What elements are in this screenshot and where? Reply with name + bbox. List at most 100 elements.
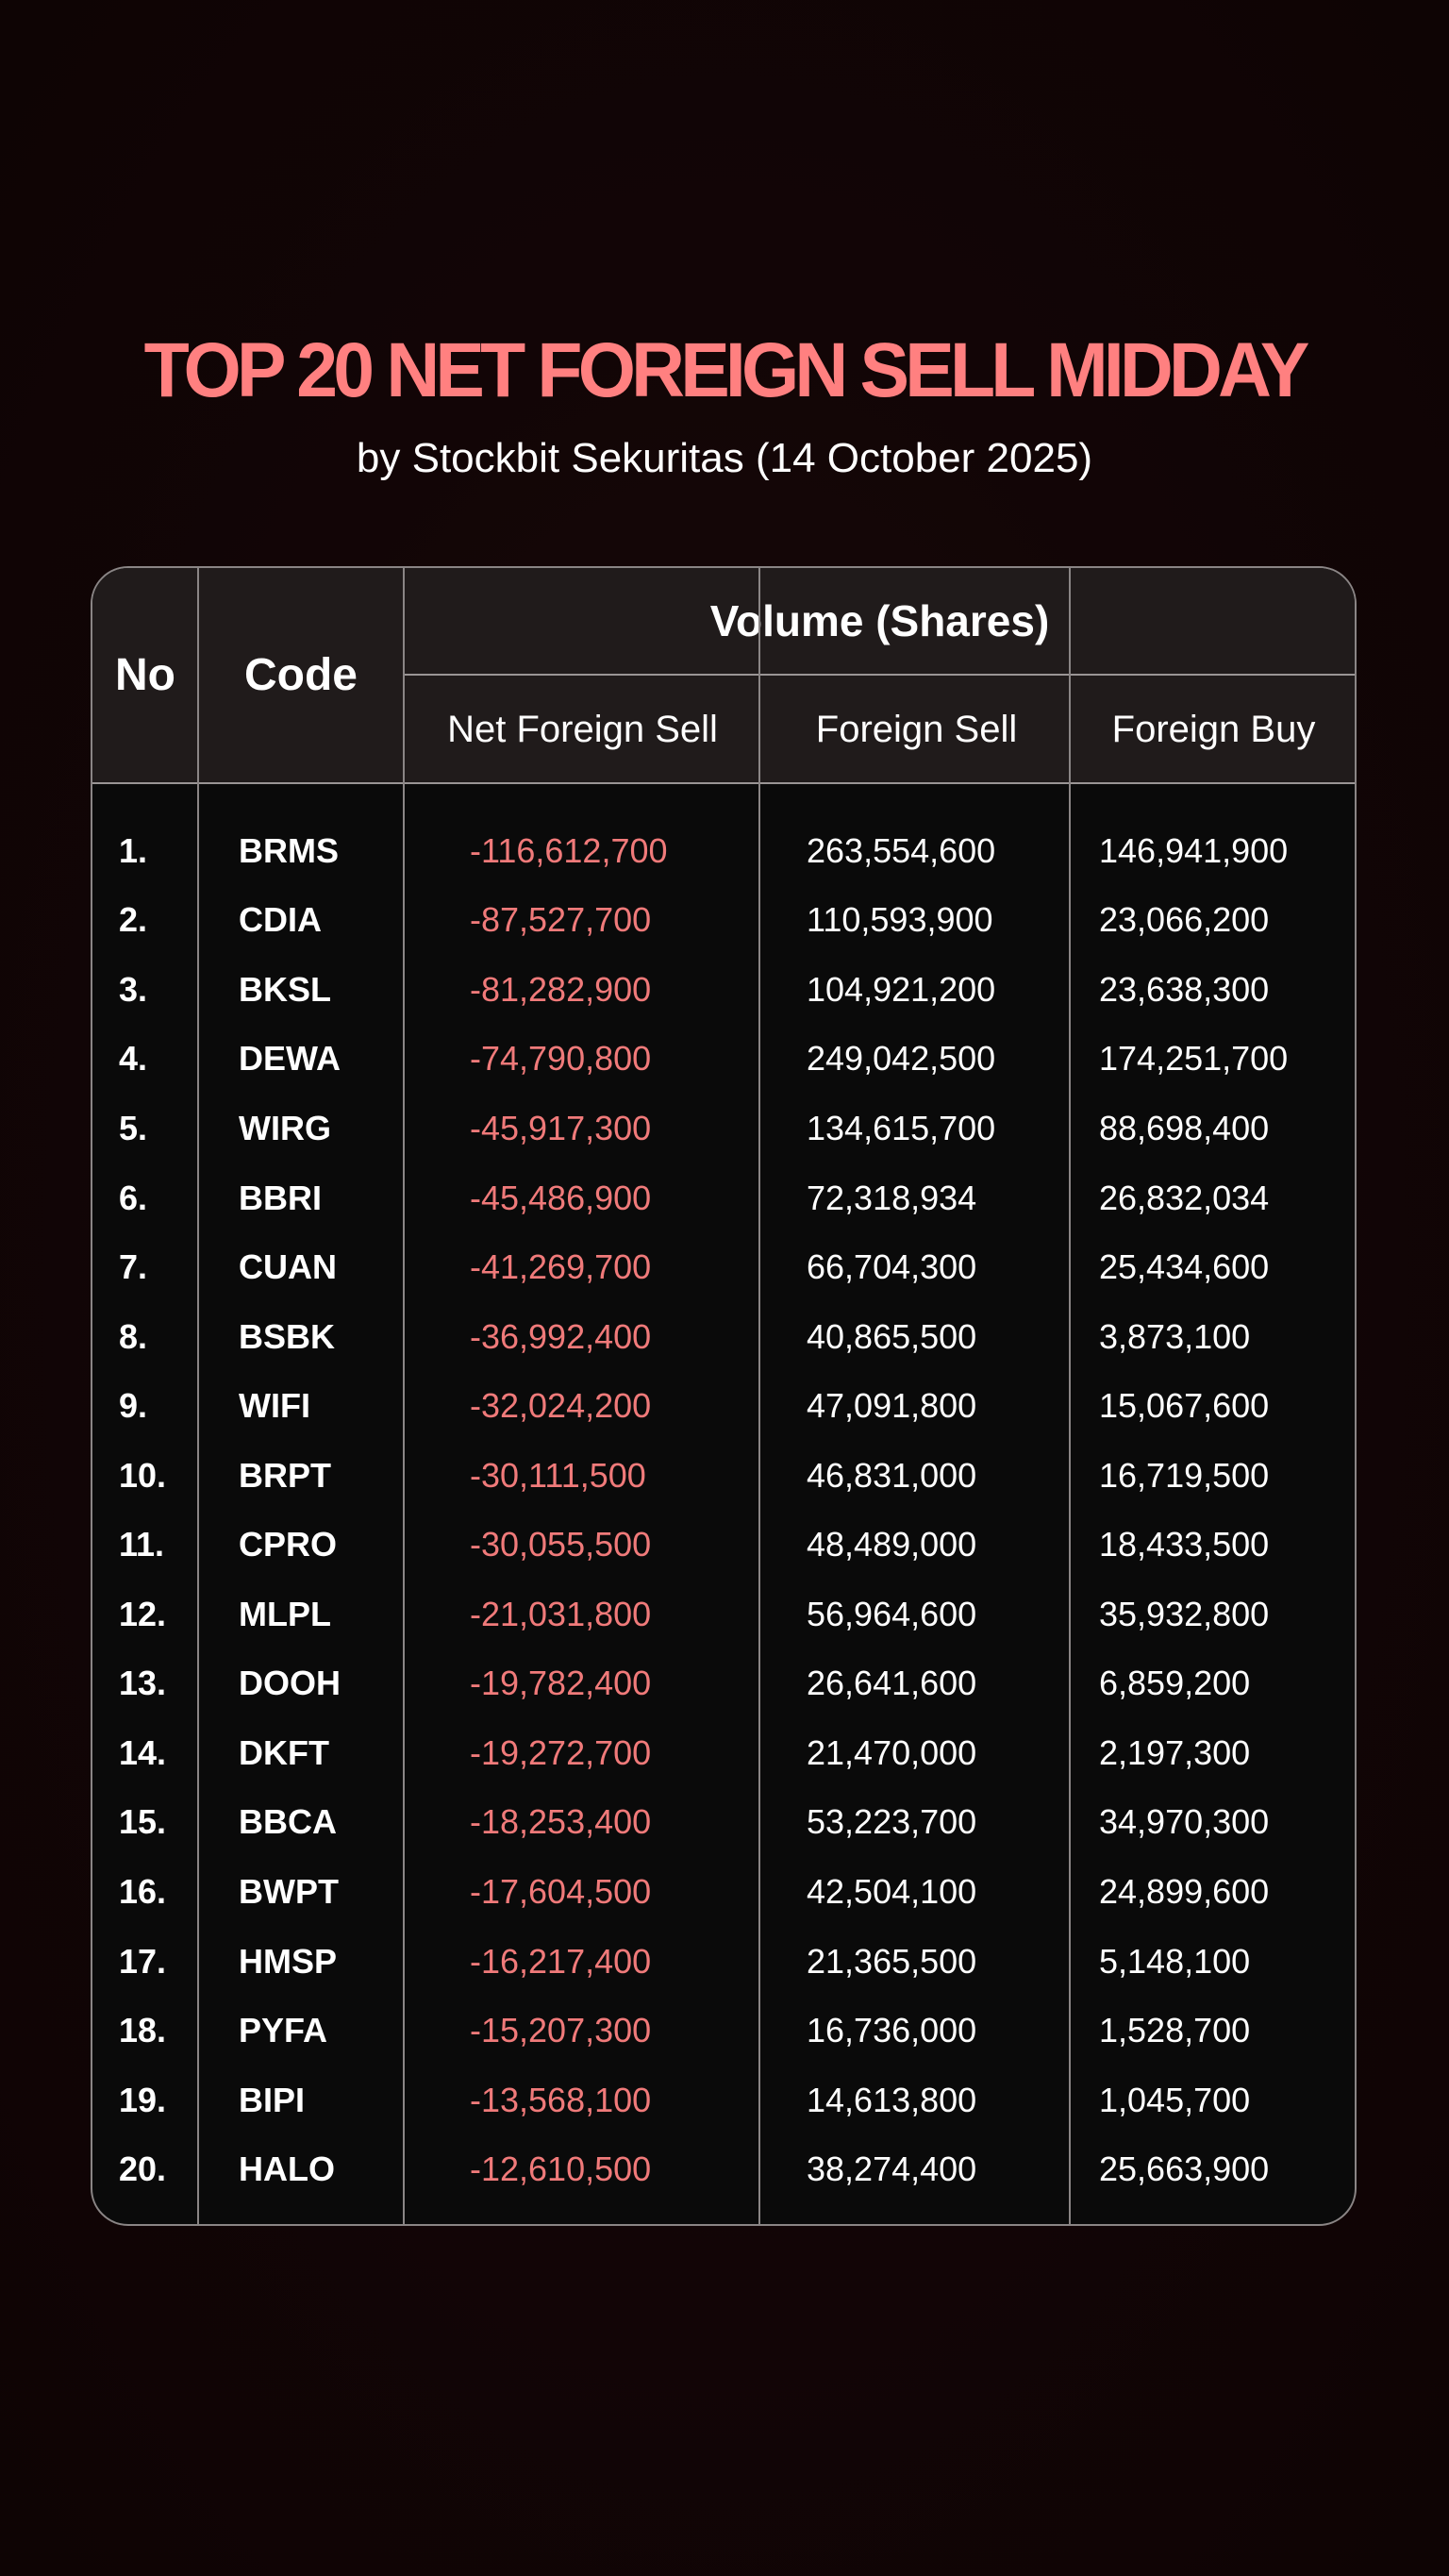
foreign-sell-value: 21,470,000 <box>807 1732 977 1772</box>
table-row: 14. DKFT -19,272,700 21,470,000 2,197,300 <box>92 1718 1355 1788</box>
row-number: 10. <box>119 1455 167 1495</box>
row-number: 13. <box>119 1664 167 1703</box>
stock-code: DKFT <box>239 1732 329 1772</box>
row-number: 18. <box>119 2011 167 2050</box>
row-number: 9. <box>119 1386 148 1426</box>
column-divider <box>197 568 199 2224</box>
foreign-buy-value: 88,698,400 <box>1099 1108 1270 1147</box>
row-number: 16. <box>119 1872 167 1912</box>
net-foreign-sell-value: -81,282,900 <box>470 969 652 1009</box>
foreign-sell-value: 249,042,500 <box>807 1039 996 1079</box>
column-divider <box>758 568 760 2224</box>
foreign-sell-value: 42,504,100 <box>807 1872 977 1912</box>
table-row: 15. BBCA -18,253,400 53,223,700 34,970,300 <box>92 1788 1355 1858</box>
stock-code: BBRI <box>239 1178 322 1217</box>
table-row: 19. BIPI -13,568,100 14,613,800 1,045,700 <box>92 2066 1355 2135</box>
stock-code: CDIA <box>239 900 322 940</box>
table-row: 10. BRPT -30,111,500 46,831,000 16,719,500 <box>92 1441 1355 1511</box>
foreign-buy-value: 3,873,100 <box>1099 1316 1251 1356</box>
net-foreign-sell-value: -19,272,700 <box>470 1732 652 1772</box>
column-header-code: Code <box>244 649 358 700</box>
net-foreign-sell-value: -13,568,100 <box>470 2080 652 2119</box>
foreign-buy-value: 1,045,700 <box>1099 2080 1251 2119</box>
foreign-sell-value: 56,964,600 <box>807 1594 977 1633</box>
foreign-buy-value: 15,067,600 <box>1099 1386 1270 1426</box>
foreign-buy-value: 25,434,600 <box>1099 1247 1270 1287</box>
column-header-foreign-sell: Foreign Sell <box>815 708 1018 750</box>
table-row: 6. BBRI -45,486,900 72,318,934 26,832,034 <box>92 1163 1355 1233</box>
table-row: 5. WIRG -45,917,300 134,615,700 88,698,400 <box>92 1094 1355 1163</box>
row-number: 19. <box>119 2080 167 2119</box>
foreign-sell-value: 263,554,600 <box>807 830 996 870</box>
table-row: 12. MLPL -21,031,800 56,964,600 35,932,800 <box>92 1580 1355 1649</box>
net-foreign-sell-table: No Code Volume (Shares) Net Foreign Sell… <box>91 566 1357 2226</box>
column-divider <box>403 568 405 2224</box>
column-header-no: No <box>115 649 175 700</box>
stock-code: BBCA <box>239 1802 337 1842</box>
table-row: 13. DOOH -19,782,400 26,641,600 6,859,200 <box>92 1649 1355 1719</box>
net-foreign-sell-value: -32,024,200 <box>470 1386 652 1426</box>
page-title: TOP 20 NET FOREIGN SELL MIDDAY <box>0 332 1449 410</box>
table-header: No Code Volume (Shares) Net Foreign Sell… <box>92 568 1355 784</box>
foreign-sell-value: 26,641,600 <box>807 1664 977 1703</box>
table-row: 4. DEWA -74,790,800 249,042,500 174,251,700 <box>92 1025 1355 1095</box>
stock-code: BIPI <box>239 2080 306 2119</box>
table-row: 17. HMSP -16,217,400 21,365,500 5,148,100 <box>92 1927 1355 1997</box>
page-title-text: TOP 20 NET FOREIGN SELL MIDDAY <box>143 327 1310 413</box>
table-row: 11. CPRO -30,055,500 48,489,000 18,433,500 <box>92 1511 1355 1581</box>
row-number: 5. <box>119 1108 148 1147</box>
stock-code: BRPT <box>239 1455 331 1495</box>
foreign-sell-value: 53,223,700 <box>807 1802 977 1842</box>
row-number: 14. <box>119 1732 167 1772</box>
stock-code: HALO <box>239 2149 335 2189</box>
row-number: 8. <box>119 1316 148 1356</box>
net-foreign-sell-value: -17,604,500 <box>470 1872 652 1912</box>
table-row: 8. BSBK -36,992,400 40,865,500 3,873,100 <box>92 1302 1355 1372</box>
net-foreign-sell-value: -19,782,400 <box>470 1664 652 1703</box>
table-row: 9. WIFI -32,024,200 47,091,800 15,067,600 <box>92 1371 1355 1441</box>
foreign-buy-value: 35,932,800 <box>1099 1594 1270 1633</box>
foreign-buy-value: 23,066,200 <box>1099 900 1270 940</box>
foreign-sell-value: 14,613,800 <box>807 2080 977 2119</box>
table-row: 1. BRMS -116,612,700 263,554,600 146,941,900 <box>92 816 1355 886</box>
net-foreign-sell-value: -30,055,500 <box>470 1525 652 1564</box>
stock-code: DOOH <box>239 1664 341 1703</box>
table-row: 20. HALO -12,610,500 38,274,400 25,663,900 <box>92 2134 1355 2204</box>
foreign-buy-value: 1,528,700 <box>1099 2011 1251 2050</box>
foreign-sell-value: 104,921,200 <box>807 969 996 1009</box>
table-row: 18. PYFA -15,207,300 16,736,000 1,528,700 <box>92 1996 1355 2066</box>
net-foreign-sell-value: -15,207,300 <box>470 2011 652 2050</box>
row-number: 15. <box>119 1802 167 1842</box>
net-foreign-sell-value: -74,790,800 <box>470 1039 652 1079</box>
table-row: 7. CUAN -41,269,700 66,704,300 25,434,600 <box>92 1232 1355 1302</box>
foreign-buy-value: 18,433,500 <box>1099 1525 1270 1564</box>
foreign-buy-value: 26,832,034 <box>1099 1178 1270 1217</box>
foreign-sell-value: 40,865,500 <box>807 1316 977 1356</box>
net-foreign-sell-value: -41,269,700 <box>470 1247 652 1287</box>
header-divider <box>403 674 1355 676</box>
row-number: 12. <box>119 1594 167 1633</box>
net-foreign-sell-value: -16,217,400 <box>470 1941 652 1981</box>
foreign-sell-value: 48,489,000 <box>807 1525 977 1564</box>
foreign-buy-value: 146,941,900 <box>1099 830 1289 870</box>
stock-code: WIRG <box>239 1108 331 1147</box>
stock-code: WIFI <box>239 1386 310 1426</box>
row-number: 6. <box>119 1178 148 1217</box>
net-foreign-sell-value: -36,992,400 <box>470 1316 652 1356</box>
stock-code: BWPT <box>239 1872 339 1912</box>
net-foreign-sell-value: -116,612,700 <box>470 830 668 870</box>
row-number: 1. <box>119 830 148 870</box>
table-row: 2. CDIA -87,527,700 110,593,900 23,066,200 <box>92 886 1355 956</box>
foreign-buy-value: 2,197,300 <box>1099 1732 1251 1772</box>
column-divider <box>1069 568 1071 2224</box>
net-foreign-sell-value: -45,486,900 <box>470 1178 652 1217</box>
column-header-net-foreign-sell: Net Foreign Sell <box>447 708 718 750</box>
stock-code: MLPL <box>239 1594 331 1633</box>
foreign-sell-value: 38,274,400 <box>807 2149 977 2189</box>
foreign-buy-value: 6,859,200 <box>1099 1664 1251 1703</box>
net-foreign-sell-value: -30,111,500 <box>470 1455 646 1495</box>
table-row: 3. BKSL -81,282,900 104,921,200 23,638,300 <box>92 955 1355 1025</box>
row-number: 7. <box>119 1247 148 1287</box>
stock-code: BKSL <box>239 969 331 1009</box>
foreign-sell-value: 134,615,700 <box>807 1108 996 1147</box>
